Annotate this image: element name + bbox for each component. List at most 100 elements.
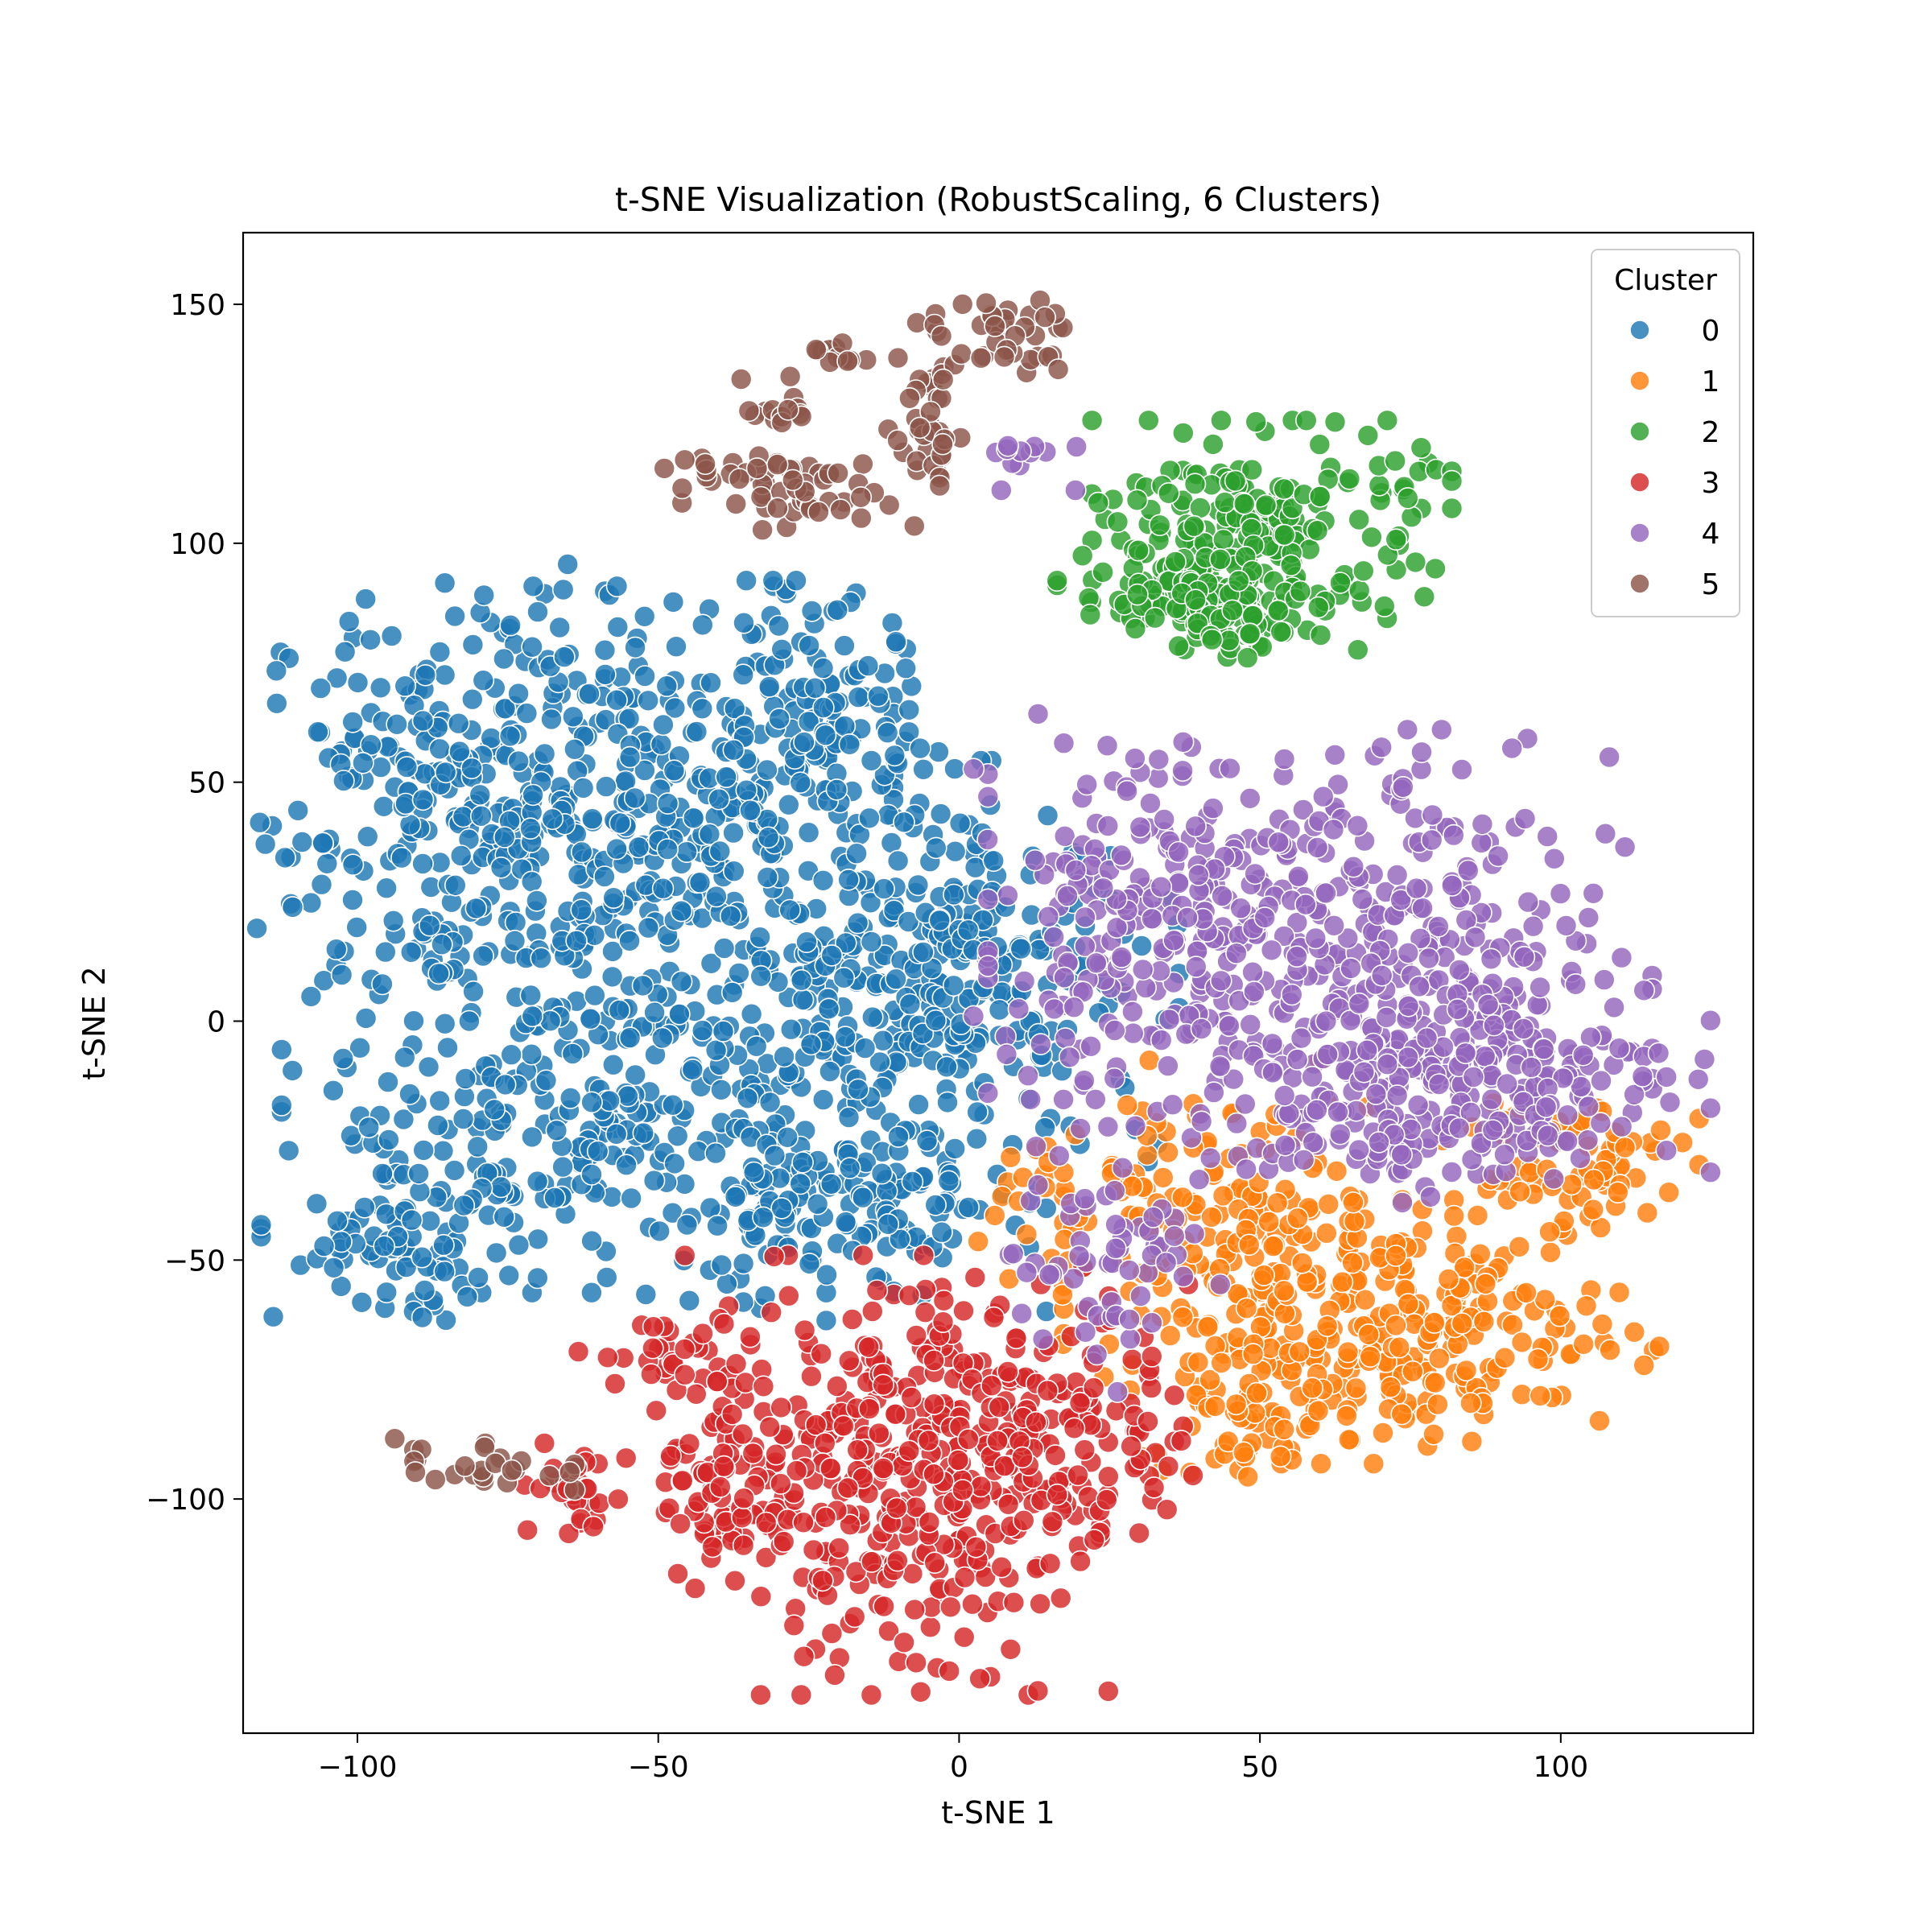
data-point-cluster-0 (464, 897, 488, 920)
data-point-cluster-0 (925, 836, 947, 860)
data-point-cluster-4 (1564, 973, 1587, 996)
data-point-cluster-4 (1064, 859, 1088, 881)
data-point-cluster-3 (762, 1245, 786, 1268)
data-point-cluster-0 (800, 600, 824, 622)
data-point-cluster-1 (1325, 1160, 1348, 1183)
data-point-cluster-0 (427, 1114, 449, 1137)
data-point-cluster-1 (1572, 1333, 1595, 1356)
data-point-cluster-1 (1428, 1347, 1451, 1370)
data-point-cluster-1 (1422, 1423, 1445, 1446)
data-point-cluster-4 (1457, 859, 1480, 882)
data-point-cluster-0 (770, 1197, 793, 1220)
data-point-cluster-4 (1582, 882, 1605, 905)
data-point-cluster-0 (578, 683, 601, 705)
data-point-cluster-0 (265, 691, 288, 715)
data-point-cluster-4 (1686, 1068, 1710, 1091)
data-point-cluster-4 (1549, 882, 1572, 905)
y-tick-label: 0 (207, 1005, 225, 1038)
data-point-cluster-1 (1591, 1313, 1614, 1335)
data-point-cluster-0 (353, 1196, 376, 1219)
data-point-cluster-0 (277, 1139, 300, 1162)
data-point-cluster-4 (1119, 1327, 1141, 1350)
data-point-cluster-4 (1576, 1129, 1600, 1151)
data-point-cluster-2 (1307, 596, 1330, 619)
data-point-cluster-1 (1636, 1201, 1659, 1224)
data-point-cluster-0 (452, 1108, 475, 1130)
data-point-cluster-4 (1150, 1029, 1173, 1051)
data-point-cluster-0 (778, 898, 802, 922)
data-point-cluster-4 (1129, 1285, 1152, 1307)
data-point-cluster-0 (333, 640, 357, 663)
data-point-cluster-3 (957, 1428, 980, 1451)
data-point-cluster-0 (520, 870, 543, 894)
data-point-cluster-0 (869, 1051, 891, 1074)
data-point-cluster-0 (909, 737, 931, 760)
data-point-cluster-3 (772, 1530, 795, 1553)
data-point-cluster-5 (928, 474, 952, 497)
data-point-cluster-0 (378, 1129, 400, 1151)
data-point-cluster-1 (1474, 1273, 1497, 1295)
data-point-cluster-0 (428, 1089, 452, 1113)
data-point-cluster-4 (1158, 1008, 1181, 1031)
data-point-cluster-4 (1501, 737, 1523, 760)
data-point-cluster-0 (825, 778, 848, 801)
data-point-cluster-0 (535, 1069, 558, 1092)
data-point-cluster-5 (766, 453, 789, 476)
data-point-cluster-3 (765, 1443, 787, 1466)
data-point-cluster-0 (433, 663, 456, 687)
data-point-cluster-4 (1427, 915, 1450, 938)
data-point-cluster-0 (834, 1026, 857, 1048)
data-point-cluster-5 (950, 342, 972, 365)
data-point-cluster-0 (857, 654, 880, 677)
y-tick-label: 150 (170, 289, 225, 322)
data-point-cluster-3 (793, 1319, 816, 1342)
data-point-cluster-0 (606, 616, 630, 638)
data-point-cluster-4 (1390, 1143, 1413, 1166)
data-point-cluster-4 (1019, 1088, 1042, 1111)
data-point-cluster-3 (792, 1511, 815, 1534)
data-point-cluster-0 (493, 1206, 516, 1228)
data-point-cluster-4 (1162, 929, 1185, 952)
data-point-cluster-3 (1029, 1592, 1051, 1616)
data-point-cluster-4 (1183, 1222, 1206, 1245)
data-point-cluster-0 (541, 807, 564, 831)
data-point-cluster-4 (1013, 970, 1036, 993)
data-point-cluster-0 (670, 899, 693, 923)
data-point-cluster-1 (1171, 1306, 1195, 1328)
data-point-cluster-0 (634, 759, 656, 782)
data-point-cluster-2 (1329, 572, 1352, 594)
data-point-cluster-4 (1385, 864, 1409, 886)
data-point-cluster-0 (935, 1055, 958, 1079)
data-point-cluster-2 (1080, 409, 1104, 432)
data-point-cluster-0 (326, 1210, 349, 1232)
data-point-cluster-0 (548, 616, 572, 639)
data-point-cluster-0 (732, 663, 755, 687)
data-point-cluster-3 (872, 1373, 894, 1397)
data-point-cluster-2 (1200, 628, 1224, 651)
data-point-cluster-0 (448, 740, 471, 763)
data-point-cluster-0 (346, 671, 369, 694)
data-point-cluster-3 (938, 1660, 960, 1682)
data-point-cluster-4 (1209, 1273, 1232, 1296)
data-point-cluster-4 (1633, 979, 1655, 1002)
data-point-cluster-0 (912, 941, 935, 964)
data-point-cluster-0 (797, 821, 820, 844)
data-point-cluster-4 (1370, 736, 1393, 759)
data-point-cluster-2 (1306, 519, 1329, 543)
data-point-cluster-3 (614, 1447, 638, 1470)
data-point-cluster-1 (1379, 1376, 1402, 1398)
legend-label-cluster-5: 5 (1702, 568, 1720, 601)
data-point-cluster-0 (698, 823, 721, 845)
data-point-cluster-1 (1315, 1222, 1338, 1245)
data-point-cluster-4 (976, 888, 1000, 911)
data-point-cluster-1 (1385, 1245, 1407, 1267)
data-point-cluster-4 (1239, 786, 1261, 810)
data-point-cluster-4 (1167, 840, 1190, 864)
data-point-cluster-2 (1106, 510, 1129, 534)
data-point-cluster-3 (749, 1585, 773, 1608)
data-point-cluster-0 (270, 1094, 293, 1117)
data-point-cluster-4 (1147, 748, 1170, 771)
data-point-cluster-0 (309, 677, 332, 700)
data-point-cluster-0 (795, 931, 818, 953)
data-point-cluster-0 (877, 1213, 900, 1236)
